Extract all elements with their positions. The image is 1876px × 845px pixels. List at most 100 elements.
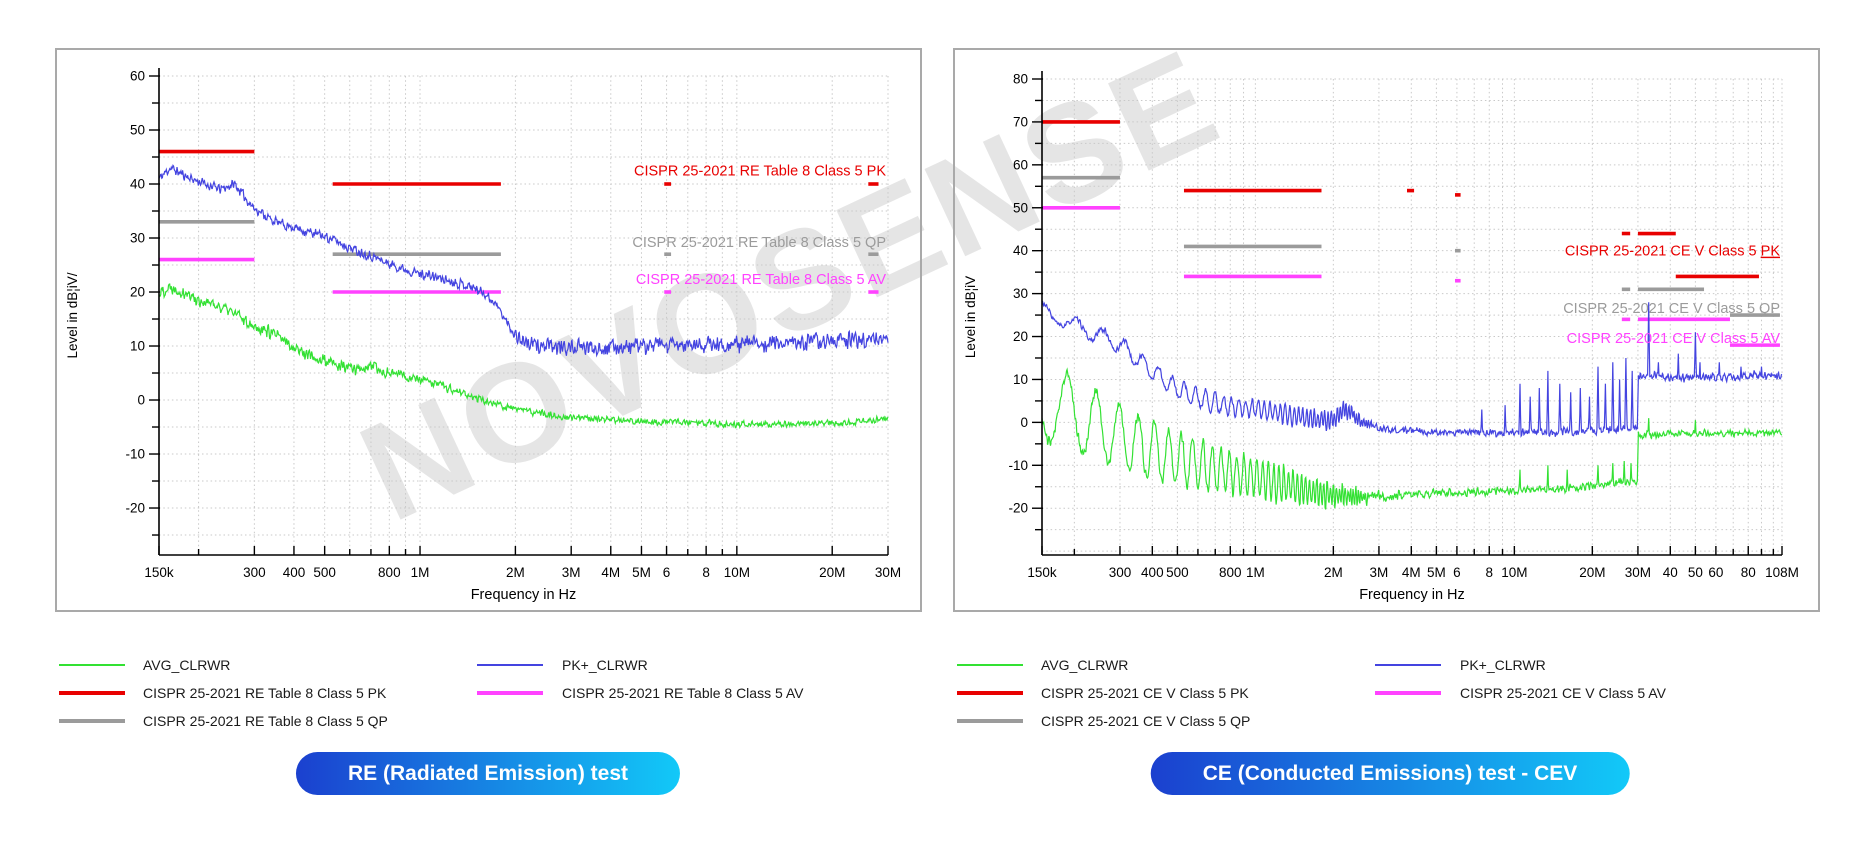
legend-swatch	[957, 664, 1023, 666]
annotation: CISPR 25-2021 CE V Class 5 AV	[1567, 331, 1781, 347]
cev-chart-canvas: 80 70 60 50 40 30 20 10 0 -10 -20 150k 300 400 500 800 1…	[963, 71, 1799, 603]
svg-text:2M: 2M	[506, 565, 525, 580]
legend-swatch	[957, 691, 1023, 695]
svg-text:400: 400	[1141, 565, 1164, 580]
annotation: CISPR 25-2021 CE V Class 5 QP	[1563, 301, 1780, 317]
avg-curve	[159, 283, 889, 430]
tick-labels: 80 70 60 50 40 30 20 10 0 -10 -20 150k 300 400 500 800 1…	[1008, 72, 1798, 581]
re-chart-canvas: 60 50 40 30 20 10 0 -10 -20 150k 300 400 500 800 1M 2M 3…	[65, 68, 901, 603]
annotation: CISPR 25-2021 CE V Class 5 PK	[1565, 244, 1781, 260]
re-caption-badge: RE (Radiated Emission) test	[295, 752, 681, 795]
limit-av	[159, 257, 879, 294]
legend-label: CISPR 25-2021 CE V Class 5 AV	[1460, 685, 1666, 701]
y-axis-title: Level in dB¦iV	[963, 276, 978, 358]
axes	[158, 68, 888, 556]
svg-text:150k: 150k	[1027, 565, 1057, 580]
svg-text:6: 6	[1453, 565, 1461, 580]
limit-lines	[159, 149, 879, 294]
svg-text:60: 60	[1013, 157, 1028, 172]
limit-annotations: CISPR 25-2021 RE Table 8 Class 5 PK CISPR…	[632, 164, 886, 289]
avg-curve	[1042, 367, 1783, 510]
svg-text:60: 60	[1708, 565, 1723, 580]
x-axis-title: Frequency in Hz	[1359, 587, 1465, 603]
legend-swatch	[957, 719, 1023, 723]
annotation: CISPR 25-2021 RE Table 8 Class 5 QP	[632, 235, 886, 251]
annotation: CISPR 25-2021 RE Table 8 Class 5 AV	[636, 272, 886, 288]
svg-text:6: 6	[663, 565, 671, 580]
legend-label: CISPR 25-2021 RE Table 8 Class 5 QP	[143, 713, 388, 729]
svg-text:40: 40	[130, 177, 145, 192]
ce-chart-panel: 80 70 60 50 40 30 20 10 0 -10 -20 150k 300 400 500 800 1…	[953, 48, 1820, 612]
svg-text:50: 50	[1688, 565, 1703, 580]
ce-caption-badge: CE (Conducted Emissions) test - CEV	[1150, 752, 1630, 795]
legend-swatch	[1375, 691, 1441, 695]
svg-text:10: 10	[1013, 372, 1028, 387]
legend-label: CISPR 25-2021 CE V Class 5 QP	[1041, 713, 1251, 729]
svg-text:4M: 4M	[601, 565, 620, 580]
svg-text:0: 0	[1020, 415, 1028, 430]
pk-curve	[1042, 300, 1783, 438]
svg-text:1M: 1M	[1246, 565, 1265, 580]
legend-swatch	[477, 691, 543, 695]
svg-text:108M: 108M	[1765, 565, 1799, 580]
svg-text:50: 50	[130, 123, 145, 138]
legend-label: AVG_CLRWR	[1041, 657, 1129, 673]
svg-text:300: 300	[243, 565, 266, 580]
svg-text:800: 800	[378, 565, 401, 580]
svg-text:400: 400	[283, 565, 306, 580]
legend-label: CISPR 25-2021 CE V Class 5 PK	[1041, 685, 1249, 701]
svg-text:50: 50	[1013, 200, 1028, 215]
svg-text:8: 8	[1486, 565, 1494, 580]
limit-annotations: CISPR 25-2021 CE V Class 5 PK CISPR 25-20…	[1563, 244, 1780, 348]
svg-text:4M: 4M	[1402, 565, 1421, 580]
svg-text:80: 80	[1741, 565, 1756, 580]
svg-text:5M: 5M	[632, 565, 651, 580]
tick-marks	[149, 75, 889, 555]
re-legend: AVG_CLRWR CISPR 25-2021 RE Table 8 Class …	[57, 645, 957, 735]
svg-text:3M: 3M	[562, 565, 581, 580]
svg-text:2M: 2M	[1324, 565, 1343, 580]
svg-text:40: 40	[1013, 243, 1028, 258]
svg-text:300: 300	[1109, 565, 1132, 580]
svg-text:30: 30	[1013, 286, 1028, 301]
svg-text:30M: 30M	[875, 565, 901, 580]
svg-text:10: 10	[130, 339, 145, 354]
svg-text:20M: 20M	[1579, 565, 1605, 580]
svg-text:10M: 10M	[724, 565, 750, 580]
svg-text:5M: 5M	[1427, 565, 1446, 580]
legend-swatch	[59, 664, 125, 666]
pk-curve	[159, 164, 889, 358]
legend-label: PK+_CLRWR	[562, 657, 648, 673]
svg-text:30M: 30M	[1625, 565, 1651, 580]
svg-text:3M: 3M	[1370, 565, 1389, 580]
svg-text:-10: -10	[1008, 458, 1028, 473]
grid	[159, 75, 889, 555]
re-chart-panel: 60 50 40 30 20 10 0 -10 -20 150k 300 400 500 800 1M 2M 3…	[55, 48, 922, 612]
ce-legend: AVG_CLRWR CISPR 25-2021 CE V Class 5 PK CI…	[955, 645, 1855, 735]
svg-text:10M: 10M	[1501, 565, 1527, 580]
svg-text:-20: -20	[125, 501, 145, 516]
svg-text:500: 500	[313, 565, 336, 580]
limit-lines	[1042, 120, 1780, 347]
legend-swatch	[59, 719, 125, 723]
y-axis-title: Level in dB¦iV/	[65, 272, 80, 358]
svg-text:-20: -20	[1008, 501, 1028, 516]
legend-swatch	[1375, 664, 1441, 666]
svg-text:150k: 150k	[144, 565, 174, 580]
legend-label: AVG_CLRWR	[143, 657, 231, 673]
limit-av	[1042, 205, 1780, 347]
legend-label: CISPR 25-2021 RE Table 8 Class 5 AV	[562, 685, 804, 701]
annotation: CISPR 25-2021 RE Table 8 Class 5 PK	[634, 164, 886, 180]
limit-pk	[159, 149, 879, 186]
x-axis-title: Frequency in Hz	[471, 587, 577, 603]
legend-swatch	[477, 664, 543, 666]
legend-label: CISPR 25-2021 RE Table 8 Class 5 PK	[143, 685, 387, 701]
svg-text:30: 30	[130, 231, 145, 246]
svg-text:800: 800	[1219, 565, 1242, 580]
svg-text:80: 80	[1013, 72, 1028, 87]
svg-text:40: 40	[1663, 565, 1678, 580]
svg-text:60: 60	[130, 69, 145, 84]
svg-text:70: 70	[1013, 114, 1028, 129]
legend-label: PK+_CLRWR	[1460, 657, 1546, 673]
